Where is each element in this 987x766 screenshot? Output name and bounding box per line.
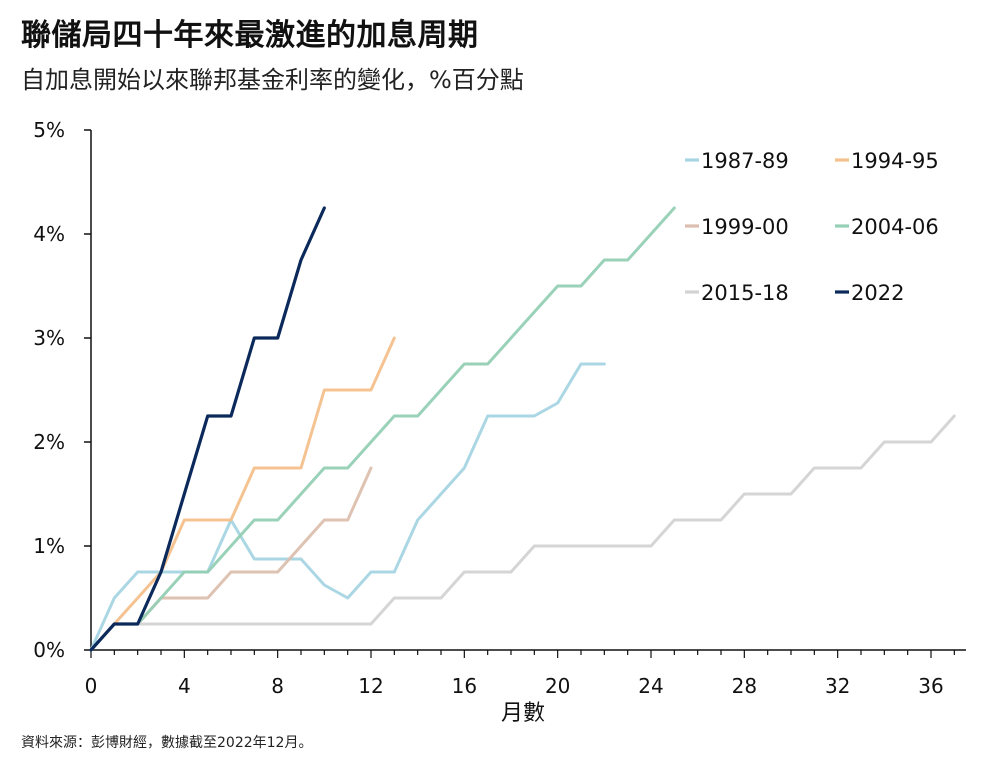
series-line-1994-95 xyxy=(89,336,396,652)
legend-item-1999-00: 1999-00 xyxy=(685,215,789,239)
x-tick-label: 36 xyxy=(918,674,943,698)
x-tick-label: 28 xyxy=(732,674,757,698)
x-tick-label: 4 xyxy=(178,674,191,698)
x-tick-label: 0 xyxy=(85,674,98,698)
line-chart: 0% 1% 2% 3% 4% 5% 0 4 8 12 16 20 24 28 32 36 1987-89 199… xyxy=(33,118,966,726)
x-axis-label: 月數 xyxy=(501,701,545,726)
chart-subtitle: 自加息開始以來聯邦基金利率的變化，%百分點 xyxy=(21,66,524,94)
x-tick-label: 32 xyxy=(825,674,850,698)
y-tick-label: 1% xyxy=(33,534,65,558)
legend-item-1987-89: 1987-89 xyxy=(685,149,789,173)
y-tick-label: 2% xyxy=(33,430,65,454)
legend-label: 2004-06 xyxy=(851,215,939,239)
legend-label: 1999-00 xyxy=(701,215,789,239)
chart-legend: 1987-89 1994-95 1999-00 2004-06 2015-18 2022 xyxy=(685,149,939,305)
y-tick-label: 3% xyxy=(33,326,65,350)
chart-series xyxy=(89,206,956,652)
x-tick-label: 24 xyxy=(638,674,663,698)
legend-item-2004-06: 2004-06 xyxy=(835,215,939,239)
x-tick-label: 20 xyxy=(545,674,570,698)
x-tick-label: 8 xyxy=(271,674,284,698)
chart-title: 聯儲局四十年來最激進的加息周期 xyxy=(21,18,479,53)
series-line-2015-18 xyxy=(89,414,956,652)
legend-label: 2022 xyxy=(851,281,904,305)
x-tick-label: 16 xyxy=(452,674,477,698)
y-tick-label: 5% xyxy=(33,118,65,142)
series-line-2004-06 xyxy=(89,206,676,652)
legend-label: 2015-18 xyxy=(701,281,789,305)
y-tick-label: 0% xyxy=(33,638,65,662)
legend-label: 1987-89 xyxy=(701,149,789,173)
legend-label: 1994-95 xyxy=(851,149,939,173)
chart-axes: 0% 1% 2% 3% 4% 5% 0 4 8 12 16 20 24 28 32 36 xyxy=(33,118,966,698)
legend-item-2022: 2022 xyxy=(835,281,904,305)
series-line-2022 xyxy=(89,206,326,652)
source-note: 資料來源：彭博財經，數據截至2022年12月。 xyxy=(21,735,313,751)
series-line-1987-89 xyxy=(89,362,606,652)
x-tick-label: 12 xyxy=(358,674,383,698)
legend-item-2015-18: 2015-18 xyxy=(685,281,789,305)
y-tick-label: 4% xyxy=(33,222,65,246)
legend-item-1994-95: 1994-95 xyxy=(835,149,939,173)
